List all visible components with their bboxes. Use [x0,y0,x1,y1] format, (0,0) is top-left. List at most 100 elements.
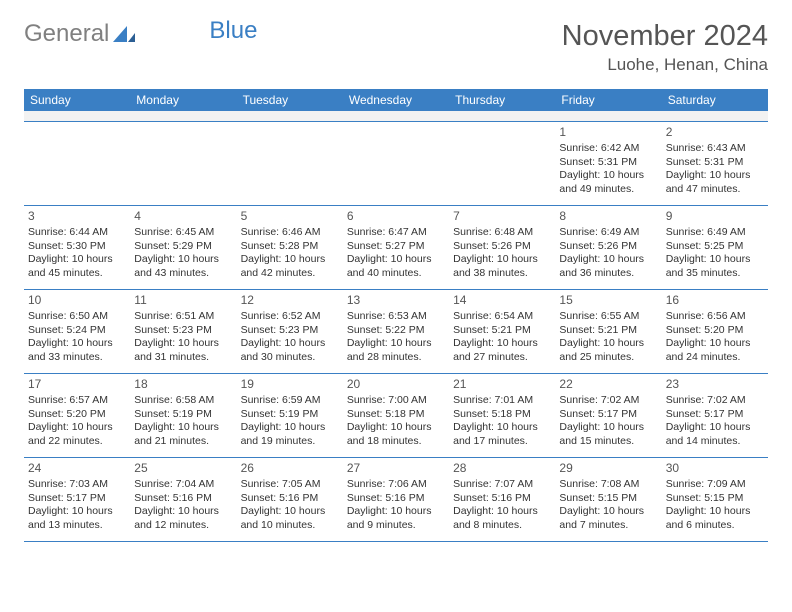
day-line-day2: and 13 minutes. [28,519,126,533]
day-line-sunset: Sunset: 5:18 PM [453,408,551,422]
day-line-day2: and 8 minutes. [453,519,551,533]
day-number: 8 [559,209,657,225]
day-line-day2: and 6 minutes. [666,519,764,533]
day-number: 15 [559,293,657,309]
col-sat: Saturday [662,89,768,111]
col-fri: Friday [555,89,661,111]
day-line-day2: and 10 minutes. [241,519,339,533]
day-cell: 23Sunrise: 7:02 AMSunset: 5:17 PMDayligh… [662,373,768,457]
logo-text-blue: Blue [209,17,257,45]
day-cell [449,121,555,205]
title-block: November 2024 Luohe, Henan, China [562,20,768,75]
day-line-sunset: Sunset: 5:30 PM [28,240,126,254]
day-cell: 16Sunrise: 6:56 AMSunset: 5:20 PMDayligh… [662,289,768,373]
day-cell: 19Sunrise: 6:59 AMSunset: 5:19 PMDayligh… [237,373,343,457]
day-cell: 13Sunrise: 6:53 AMSunset: 5:22 PMDayligh… [343,289,449,373]
day-line-day2: and 27 minutes. [453,351,551,365]
day-line-sunrise: Sunrise: 7:04 AM [134,478,232,492]
col-tue: Tuesday [237,89,343,111]
day-line-sunrise: Sunrise: 6:51 AM [134,310,232,324]
day-line-day2: and 31 minutes. [134,351,232,365]
day-line-sunrise: Sunrise: 6:58 AM [134,394,232,408]
day-number: 1 [559,125,657,141]
day-line-sunrise: Sunrise: 7:08 AM [559,478,657,492]
day-number: 21 [453,377,551,393]
day-line-sunset: Sunset: 5:16 PM [347,492,445,506]
day-line-sunrise: Sunrise: 6:52 AM [241,310,339,324]
day-line-sunset: Sunset: 5:31 PM [559,156,657,170]
day-line-day1: Daylight: 10 hours [347,505,445,519]
page-header: General Blue November 2024 Luohe, Henan,… [24,20,768,75]
location: Luohe, Henan, China [562,55,768,75]
day-number: 29 [559,461,657,477]
month-title: November 2024 [562,20,768,53]
day-cell: 25Sunrise: 7:04 AMSunset: 5:16 PMDayligh… [130,457,236,541]
day-line-sunrise: Sunrise: 7:05 AM [241,478,339,492]
col-sun: Sunday [24,89,130,111]
day-line-day1: Daylight: 10 hours [347,253,445,267]
header-row: Sunday Monday Tuesday Wednesday Thursday… [24,89,768,111]
day-cell: 14Sunrise: 6:54 AMSunset: 5:21 PMDayligh… [449,289,555,373]
day-line-sunrise: Sunrise: 7:00 AM [347,394,445,408]
day-line-day1: Daylight: 10 hours [134,421,232,435]
day-line-day2: and 18 minutes. [347,435,445,449]
day-line-day1: Daylight: 10 hours [453,337,551,351]
day-line-sunrise: Sunrise: 6:55 AM [559,310,657,324]
day-line-day1: Daylight: 10 hours [666,337,764,351]
logo-text-gray: General [24,20,109,48]
day-number: 4 [134,209,232,225]
day-number: 22 [559,377,657,393]
day-line-sunset: Sunset: 5:20 PM [28,408,126,422]
day-cell: 1Sunrise: 6:42 AMSunset: 5:31 PMDaylight… [555,121,661,205]
day-line-sunrise: Sunrise: 6:45 AM [134,226,232,240]
day-number: 16 [666,293,764,309]
day-line-day2: and 43 minutes. [134,267,232,281]
day-number: 3 [28,209,126,225]
day-line-day1: Daylight: 10 hours [453,253,551,267]
calendar-body: 1Sunrise: 6:42 AMSunset: 5:31 PMDaylight… [24,111,768,541]
day-cell: 27Sunrise: 7:06 AMSunset: 5:16 PMDayligh… [343,457,449,541]
col-wed: Wednesday [343,89,449,111]
day-line-day1: Daylight: 10 hours [453,505,551,519]
day-line-sunset: Sunset: 5:25 PM [666,240,764,254]
day-line-sunrise: Sunrise: 6:46 AM [241,226,339,240]
day-cell: 6Sunrise: 6:47 AMSunset: 5:27 PMDaylight… [343,205,449,289]
day-line-day2: and 14 minutes. [666,435,764,449]
day-line-sunrise: Sunrise: 6:43 AM [666,142,764,156]
day-line-day1: Daylight: 10 hours [28,337,126,351]
day-line-day2: and 28 minutes. [347,351,445,365]
day-line-sunset: Sunset: 5:15 PM [666,492,764,506]
day-line-sunset: Sunset: 5:28 PM [241,240,339,254]
day-line-sunrise: Sunrise: 6:49 AM [666,226,764,240]
day-line-sunset: Sunset: 5:21 PM [453,324,551,338]
day-line-day2: and 30 minutes. [241,351,339,365]
week-row: 10Sunrise: 6:50 AMSunset: 5:24 PMDayligh… [24,289,768,373]
day-number: 18 [134,377,232,393]
day-line-day2: and 47 minutes. [666,183,764,197]
day-line-sunrise: Sunrise: 6:53 AM [347,310,445,324]
week-row: 3Sunrise: 6:44 AMSunset: 5:30 PM Daylight… [24,205,768,289]
day-line-day1: Daylight: 10 hours [559,421,657,435]
day-line-day2: and 17 minutes. [453,435,551,449]
day-cell: 24Sunrise: 7:03 AMSunset: 5:17 PMDayligh… [24,457,130,541]
day-line-day2: and 24 minutes. [666,351,764,365]
day-number: 23 [666,377,764,393]
day-line-sunset: Sunset: 5:26 PM [559,240,657,254]
day-number: 12 [241,293,339,309]
day-cell: 17Sunrise: 6:57 AMSunset: 5:20 PMDayligh… [24,373,130,457]
day-line-sunrise: Sunrise: 6:44 AM [28,226,126,240]
day-line-sunset: Sunset: 5:27 PM [347,240,445,254]
day-line-sunset: Sunset: 5:23 PM [134,324,232,338]
day-line-day1: Daylight: 10 hours [347,337,445,351]
day-cell: 4Sunrise: 6:45 AMSunset: 5:29 PMDaylight… [130,205,236,289]
col-mon: Monday [130,89,236,111]
day-line-day1: Daylight: 10 hours [241,421,339,435]
day-line-sunrise: Sunrise: 6:59 AM [241,394,339,408]
day-line-sunset: Sunset: 5:16 PM [241,492,339,506]
day-line-day1: Daylight: 10 hours [666,253,764,267]
day-line-sunrise: Sunrise: 6:54 AM [453,310,551,324]
day-number: 13 [347,293,445,309]
spacer-row [24,111,768,121]
day-line-sunset: Sunset: 5:20 PM [666,324,764,338]
day-line-sunset: Sunset: 5:19 PM [134,408,232,422]
